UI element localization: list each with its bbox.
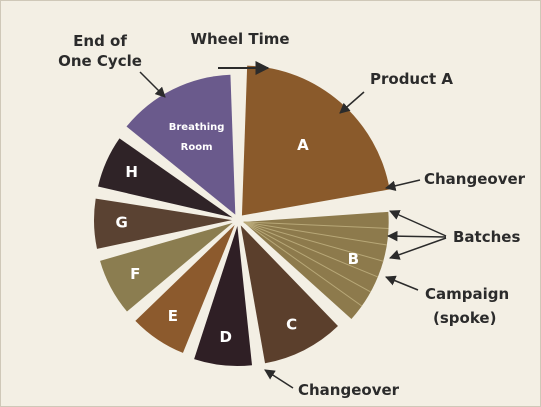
segment-label: B xyxy=(348,250,359,268)
batch-spoke xyxy=(243,221,379,278)
annotation: (spoke) xyxy=(433,309,496,327)
annotation: Batches xyxy=(453,228,520,246)
arrow xyxy=(386,230,447,242)
segment-label: G xyxy=(115,214,127,232)
segment-label: H xyxy=(125,163,138,181)
wheel-time-label: Wheel Time xyxy=(190,30,289,48)
wheel-segment xyxy=(135,224,235,353)
wheel-segment xyxy=(100,222,233,312)
segment-label: A xyxy=(297,136,309,154)
arrow xyxy=(384,179,421,191)
wheel-segment xyxy=(241,65,390,216)
batch-spoke xyxy=(243,221,387,246)
annotation: Changeover xyxy=(424,170,526,188)
wheel-segment xyxy=(243,211,389,319)
segment-label: Room xyxy=(181,142,213,153)
wheel-segment xyxy=(194,225,253,366)
annotation: Product A xyxy=(370,70,453,88)
annotation: Changeover xyxy=(298,381,400,399)
wheel-segment xyxy=(240,225,338,364)
arrow xyxy=(389,237,447,260)
segment-label: F xyxy=(130,265,140,283)
batch-spoke xyxy=(243,221,384,262)
segment-label: E xyxy=(168,307,178,325)
batch-spoke xyxy=(243,221,363,307)
arrow xyxy=(139,71,166,98)
segment-label: C xyxy=(286,316,297,334)
arrow xyxy=(264,369,294,389)
wheel-segment xyxy=(94,198,233,249)
wheel-segment xyxy=(98,138,233,218)
annotation: Campaign xyxy=(425,285,509,303)
batch-spoke xyxy=(243,221,371,293)
wheel: A B C D E F G H Breathing Room xyxy=(94,65,390,366)
annotation: One Cycle xyxy=(58,52,142,70)
wheel-segment xyxy=(126,74,236,215)
arrow xyxy=(339,91,365,114)
arrow xyxy=(385,275,419,291)
batch-spoke xyxy=(243,221,389,229)
annotation: End of xyxy=(73,32,127,50)
segment-label: D xyxy=(219,328,231,346)
segment-label: Breathing xyxy=(169,122,225,133)
arrow xyxy=(389,210,447,237)
